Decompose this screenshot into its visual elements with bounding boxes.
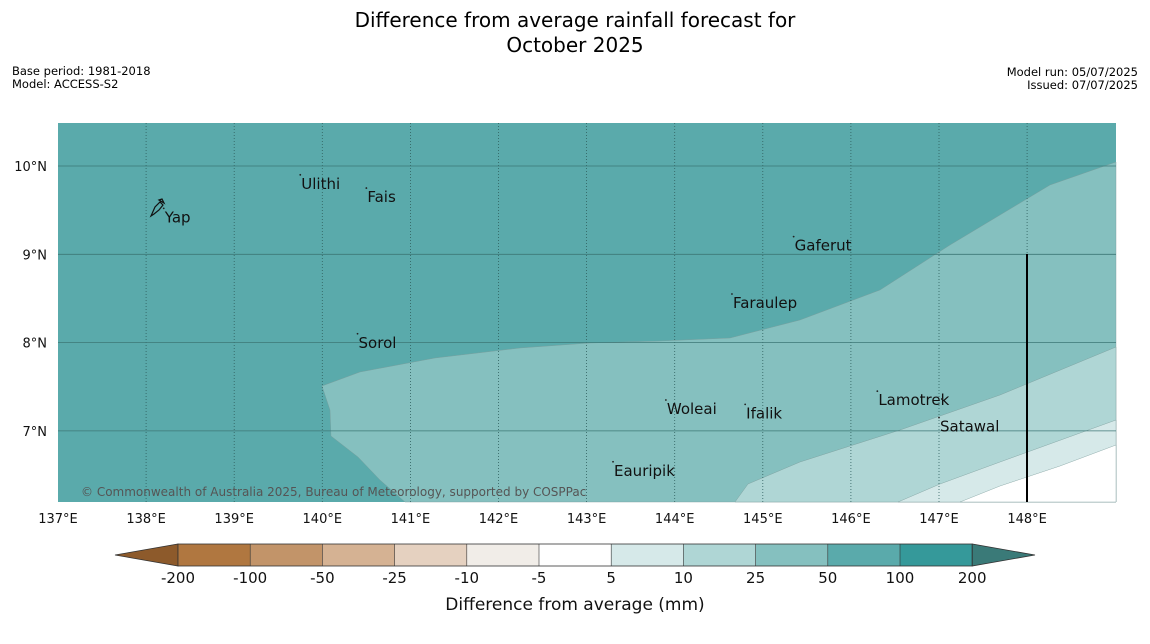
place-label-faraulep: Faraulep	[733, 294, 797, 312]
base-period-text: Base period: 1981-2018	[12, 64, 151, 78]
lon-tick-label: 145°E	[743, 512, 783, 527]
place-marker	[876, 390, 879, 393]
colorbar-tick-label: 200	[958, 569, 987, 587]
place-label-gaferut: Gaferut	[795, 237, 852, 255]
issued-text: Issued: 07/07/2025	[1027, 78, 1138, 92]
place-marker	[938, 416, 940, 419]
colorbar-tick-label: -200	[161, 569, 195, 587]
lon-tick-label: 140°E	[303, 512, 343, 527]
title-line-1: Difference from average rainfall forecas…	[354, 8, 796, 32]
place-marker	[365, 187, 368, 189]
colorbar-extend-low	[114, 543, 179, 567]
colorbar-tick-label: -50	[310, 569, 335, 587]
colorbar-segment	[394, 544, 467, 566]
colorbar-tick-label: 25	[746, 569, 765, 587]
graticule	[58, 123, 1116, 502]
yap-island-outline	[149, 198, 166, 218]
place-labels: Yap Ulithi Fais Gaferut Faraulep Sorol Woleai I…	[162, 173, 999, 480]
place-marker	[162, 207, 165, 210]
colorbar-tick-label: 100	[886, 569, 915, 587]
colorbar-segment	[611, 544, 684, 566]
place-marker	[612, 460, 614, 463]
lon-tick-label: 139°E	[214, 512, 254, 527]
colorbar: -200 -100 -50 -25 -10 -5 5 10 25 50 100 200	[114, 543, 1036, 587]
colorbar-segment	[755, 544, 828, 566]
latitude-axis: 10°N 9°N 8°N 7°N	[14, 160, 47, 440]
colorbar-tick-label: 5	[606, 569, 616, 587]
place-marker	[792, 235, 795, 238]
place-marker	[744, 403, 747, 406]
colorbar-segment	[322, 544, 395, 566]
lon-tick-label: 147°E	[919, 512, 959, 527]
colorbar-segment	[827, 544, 900, 566]
title-line-2: October 2025	[506, 33, 644, 57]
meta-right: Model run: 05/07/2025 Issued: 07/07/2025	[1007, 66, 1138, 92]
colorbar-segment	[250, 544, 323, 566]
colorbar-frame	[177, 543, 973, 567]
model-run-text: Model run: 05/07/2025	[1006, 65, 1138, 79]
colorbar-segment	[900, 544, 973, 566]
colorbar-tick-label: -10	[455, 569, 480, 587]
place-label-eauripik: Eauripik	[614, 462, 675, 480]
region-minus5-to-5	[959, 444, 1117, 503]
lat-tick-label: 7°N	[23, 425, 48, 440]
colorbar-segment	[683, 544, 756, 566]
map-area	[58, 123, 1117, 503]
lon-tick-label: 141°E	[391, 512, 431, 527]
longitude-axis: 137°E 138°E 139°E 140°E 141°E 142°E 143°E 144°E…	[38, 512, 1047, 527]
lon-tick-label: 138°E	[126, 512, 166, 527]
lat-tick-label: 10°N	[14, 160, 47, 175]
place-label-fais: Fais	[367, 188, 396, 206]
lon-tick-label: 137°E	[38, 512, 78, 527]
place-label-sorol: Sorol	[359, 334, 397, 352]
chart-title: Difference from average rainfall forecas…	[0, 8, 1150, 58]
place-marker	[731, 293, 733, 295]
place-label-satawal: Satawal	[940, 418, 999, 436]
place-label-yap: Yap	[164, 208, 191, 226]
lat-tick-label: 9°N	[23, 248, 48, 263]
place-marker	[356, 332, 359, 335]
place-label-ulithi: Ulithi	[301, 175, 340, 193]
colorbar-segment	[178, 544, 251, 566]
meta-left: Base period: 1981-2018 Model: ACCESS-S2	[12, 65, 151, 91]
colorbar-tick-label: 10	[674, 569, 693, 587]
copyright-text: © Commonwealth of Australia 2025, Bureau…	[81, 485, 586, 499]
place-label-ifalik: Ifalik	[746, 404, 782, 422]
colorbar-tick-label: 50	[818, 569, 837, 587]
colorbar-tick-label: -5	[532, 569, 547, 587]
place-label-lamotrek: Lamotrek	[878, 391, 949, 409]
lon-tick-label: 144°E	[655, 512, 695, 527]
lon-tick-label: 142°E	[479, 512, 519, 527]
colorbar-label: Difference from average (mm)	[445, 595, 704, 615]
region-25-to-50	[321, 161, 1117, 503]
colorbar-extend-high	[971, 543, 1036, 567]
model-text: Model: ACCESS-S2	[12, 77, 119, 91]
lon-tick-label: 143°E	[567, 512, 607, 527]
place-marker	[664, 399, 667, 401]
place-marker	[299, 173, 302, 176]
lon-tick-label: 146°E	[831, 512, 871, 527]
islet-marker	[941, 398, 943, 400]
colorbar-segment	[539, 544, 612, 566]
lat-tick-label: 8°N	[23, 337, 48, 352]
place-label-woleai: Woleai	[667, 400, 717, 418]
colorbar-tick-label: -25	[382, 569, 407, 587]
lon-tick-label: 148°E	[1007, 512, 1047, 527]
colorbar-segment	[466, 544, 539, 566]
colorbar-tick-label: -100	[233, 569, 267, 587]
